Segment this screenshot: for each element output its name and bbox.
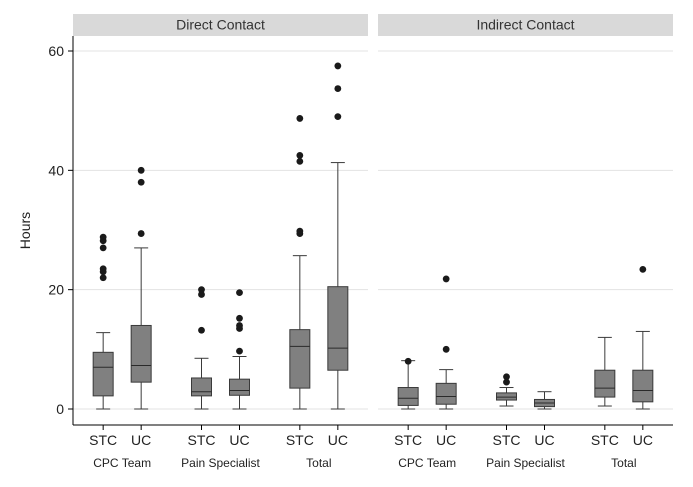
category-label: UC: [436, 432, 456, 448]
box-indirect-contact-cpc-team-stc: [397, 357, 419, 410]
outlier-point: [236, 322, 243, 329]
box-body: [191, 377, 212, 397]
panel-title-1: Direct Contact: [176, 17, 265, 33]
y-tick-label: 0: [56, 401, 64, 417]
outlier-point: [99, 244, 107, 252]
y-axis-title: Hours: [17, 212, 33, 249]
box-body: [130, 324, 152, 383]
box-body: [496, 392, 517, 401]
category-label: STC: [493, 432, 521, 448]
group-label: Pain Specialist: [181, 456, 260, 470]
outlier-point: [137, 178, 145, 186]
category-label: UC: [534, 432, 554, 448]
outlier-point: [404, 357, 412, 365]
outlier-point: [137, 230, 145, 237]
outlier-point: [236, 314, 243, 322]
category-label: STC: [286, 432, 314, 448]
box-direct-contact-total-uc: [327, 62, 349, 410]
group-label: Pain Specialist: [486, 456, 565, 470]
outlier-point: [503, 378, 510, 386]
box-body: [92, 351, 114, 397]
outlier-point: [236, 347, 243, 355]
box-body: [397, 387, 419, 406]
category-label: STC: [89, 432, 117, 448]
outlier-point: [442, 345, 450, 353]
panel-strip-1: [73, 14, 368, 36]
box-body: [594, 369, 616, 398]
outlier-point: [296, 152, 304, 159]
panel-strip-2: [378, 14, 673, 36]
outlier-point: [137, 166, 145, 174]
category-label: STC: [394, 432, 422, 448]
box-body: [229, 378, 250, 396]
box-direct-contact-cpc-team-stc: [92, 233, 114, 410]
category-label: UC: [131, 432, 151, 448]
box-direct-contact-pain-specialist-uc: [229, 289, 250, 410]
outlier-point: [99, 274, 107, 282]
outlier-point: [99, 265, 107, 273]
y-tick-label: 60: [48, 43, 64, 59]
group-label: Total: [611, 456, 636, 470]
box-indirect-contact-cpc-team-uc: [435, 275, 457, 410]
group-label: Total: [306, 456, 331, 470]
panel-title-2: Indirect Contact: [476, 17, 574, 33]
group-label: CPC Team: [93, 456, 151, 470]
outlier-point: [334, 85, 342, 92]
category-label: STC: [591, 432, 619, 448]
outlier-point: [442, 275, 450, 283]
box-body: [632, 369, 654, 403]
box-indirect-contact-total-stc: [594, 336, 616, 407]
outlier-point: [334, 62, 342, 70]
box-indirect-contact-total-uc: [632, 265, 654, 410]
outlier-point: [334, 113, 342, 121]
box-body: [327, 286, 349, 371]
outlier-point: [639, 265, 647, 273]
y-tick-label: 40: [48, 162, 64, 178]
outlier-point: [198, 291, 205, 298]
outlier-point: [236, 289, 243, 297]
box-direct-contact-cpc-team-uc: [130, 166, 152, 410]
box-direct-contact-pain-specialist-stc: [191, 286, 212, 410]
box-body: [435, 382, 457, 405]
outlier-point: [99, 233, 107, 241]
outlier-point: [503, 373, 510, 381]
outlier-point: [296, 227, 304, 235]
outlier-point: [198, 286, 205, 294]
category-label: STC: [188, 432, 216, 448]
box-indirect-contact-pain-specialist-uc: [534, 391, 555, 410]
outlier-point: [296, 157, 304, 165]
outlier-point: [296, 115, 304, 122]
category-label: UC: [633, 432, 653, 448]
category-label: UC: [328, 432, 348, 448]
category-label: UC: [229, 432, 249, 448]
box-body: [289, 329, 311, 389]
box-indirect-contact-pain-specialist-stc: [496, 373, 517, 407]
outlier-point: [198, 326, 205, 334]
y-tick-label: 20: [48, 282, 64, 298]
group-label: CPC Team: [398, 456, 456, 470]
box-direct-contact-total-stc: [289, 115, 311, 410]
